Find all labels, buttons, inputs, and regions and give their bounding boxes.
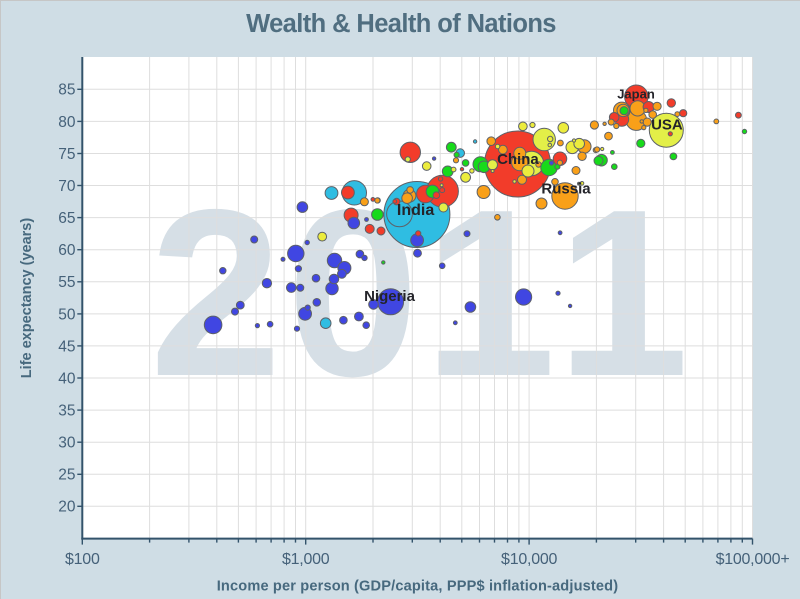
svg-text:Wealth & Health of Nations: Wealth & Health of Nations — [246, 10, 556, 38]
svg-text:USA: USA — [651, 117, 683, 134]
svg-text:85: 85 — [58, 82, 75, 99]
svg-text:55: 55 — [58, 274, 75, 291]
svg-text:$100: $100 — [65, 551, 100, 568]
svg-text:$1,000: $1,000 — [282, 551, 330, 568]
svg-text:China: China — [497, 151, 539, 168]
svg-text:2: 2 — [150, 161, 282, 426]
svg-text:Income per person (GDP/capita,: Income per person (GDP/capita, PPP$ infl… — [217, 579, 619, 595]
svg-text:20: 20 — [58, 499, 76, 516]
svg-text:Life expectancy (years): Life expectancy (years) — [19, 218, 35, 379]
svg-text:75: 75 — [58, 146, 75, 163]
svg-text:$10,000: $10,000 — [501, 551, 557, 568]
svg-text:60: 60 — [58, 242, 76, 259]
svg-text:$100,000+: $100,000+ — [716, 551, 790, 568]
svg-text:70: 70 — [58, 178, 76, 195]
svg-text:50: 50 — [58, 306, 76, 323]
svg-text:40: 40 — [58, 370, 76, 387]
svg-text:45: 45 — [58, 338, 75, 355]
svg-text:80: 80 — [58, 114, 76, 131]
svg-text:25: 25 — [58, 467, 75, 484]
svg-text:Nigeria: Nigeria — [364, 288, 416, 305]
svg-text:Japan: Japan — [617, 87, 655, 102]
svg-text:65: 65 — [58, 210, 75, 227]
svg-text:1: 1 — [557, 161, 689, 426]
svg-text:Russia: Russia — [541, 181, 591, 198]
svg-text:30: 30 — [58, 435, 76, 452]
svg-text:India: India — [397, 202, 434, 219]
svg-text:35: 35 — [58, 403, 75, 420]
